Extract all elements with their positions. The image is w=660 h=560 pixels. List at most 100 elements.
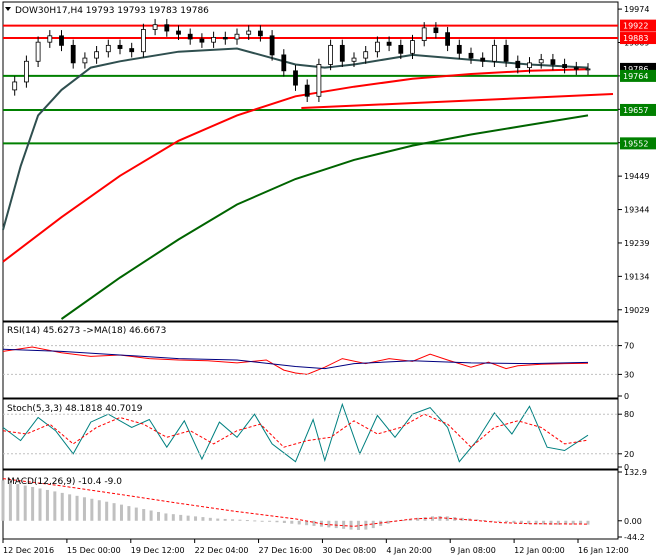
macd-histogram-bar <box>238 519 242 521</box>
macd-histogram-bar <box>579 520 583 525</box>
macd-histogram-bar <box>327 520 331 528</box>
macd-histogram-bar <box>430 516 434 521</box>
candle-body <box>82 57 88 64</box>
macd-histogram-bar <box>482 520 486 522</box>
macd-histogram-bar <box>342 520 346 529</box>
macd-histogram-bar <box>542 520 546 525</box>
macd-histogram-bar <box>527 520 531 525</box>
candle-body <box>515 60 521 69</box>
candle-body <box>328 44 334 65</box>
macd-histogram-bar <box>134 507 138 521</box>
price-label-box <box>620 137 656 150</box>
candle-body <box>257 30 263 37</box>
candle-body <box>573 67 579 70</box>
macd-histogram-bar <box>60 492 64 521</box>
candle-body <box>140 29 146 53</box>
macd-histogram-bar <box>97 500 101 521</box>
candle-body <box>281 54 287 72</box>
macd-histogram-bar <box>142 509 146 521</box>
macd-histogram-bar <box>268 520 272 522</box>
y-tick-label: -44.2 <box>624 533 645 542</box>
panel-frame <box>2 398 619 470</box>
macd-histogram-bar <box>127 506 131 521</box>
x-tick-label: 30 Dec 08:00 <box>322 546 376 555</box>
candle-body <box>129 48 135 53</box>
price-label-text: 19657 <box>623 106 648 115</box>
macd-histogram-bar <box>312 520 316 526</box>
candle-body <box>363 51 369 59</box>
indicator-line <box>2 402 589 463</box>
macd-histogram-bar <box>45 489 49 521</box>
macd-histogram-bar <box>445 516 449 521</box>
candle-body <box>538 59 544 64</box>
moving-average-line <box>2 68 589 263</box>
x-tick-label: 12 Dec 2016 <box>3 546 54 555</box>
macd-histogram-bar <box>401 520 405 522</box>
indicator-line <box>2 346 589 375</box>
candle-body <box>410 40 415 54</box>
candle-body <box>503 44 509 62</box>
macd-histogram-bar <box>282 520 286 523</box>
candle-body <box>293 70 298 86</box>
macd-panel-title: MACD(12,26,9) -10.4 -9.0 <box>7 477 122 487</box>
y-tick-label: 0 <box>624 463 629 472</box>
price-label-text: 19552 <box>623 139 648 148</box>
price-label-box <box>620 69 656 82</box>
price-label-box <box>620 62 656 75</box>
price-label-text: 19922 <box>623 22 648 31</box>
y-tick-label: 19134 <box>624 272 649 281</box>
moving-average-line <box>2 47 589 231</box>
macd-histogram-bar <box>186 515 190 521</box>
macd-histogram-bar <box>490 520 494 522</box>
x-tick-label: 12 Jan 00:00 <box>514 546 565 555</box>
macd-histogram-bar <box>564 520 568 525</box>
macd-histogram-bar <box>371 520 375 529</box>
macd-histogram-bar <box>208 517 212 521</box>
macd-histogram-bar <box>386 520 390 524</box>
macd-histogram-bar <box>519 520 523 524</box>
macd-histogram-bar <box>275 520 279 523</box>
y-tick-label: 132.9 <box>624 468 647 477</box>
macd-histogram-bar <box>38 488 42 521</box>
macd-histogram-bar <box>31 487 35 521</box>
price-label-box <box>620 32 656 45</box>
macd-histogram-bar <box>112 503 116 521</box>
candle-body <box>562 64 567 69</box>
y-tick-label: 19344 <box>624 206 649 215</box>
x-tick-label: 27 Dec 16:00 <box>259 546 313 555</box>
candle-body <box>211 37 217 43</box>
macd-histogram-bar <box>290 520 294 524</box>
candle-body <box>527 62 532 69</box>
price-label-text: 19786 <box>623 65 648 74</box>
macd-histogram-bar <box>82 497 86 521</box>
macd-signal-line <box>2 478 589 527</box>
moving-average-line <box>60 114 589 320</box>
candle-body <box>234 33 240 40</box>
candle-body <box>398 44 404 54</box>
y-tick-label: 30 <box>624 370 634 379</box>
macd-histogram-bar <box>23 485 27 521</box>
y-tick-label: 19239 <box>624 239 649 248</box>
macd-histogram-bar <box>16 484 20 521</box>
candle-body <box>12 81 18 91</box>
candle-body <box>176 30 181 35</box>
macd-histogram-bar <box>460 517 464 521</box>
y-tick-label: 20 <box>624 450 634 459</box>
trend-line <box>301 93 614 110</box>
candle-body <box>35 41 41 62</box>
macd-histogram-bar <box>157 511 161 521</box>
candle-body <box>386 41 392 46</box>
candle-body <box>456 44 462 54</box>
macd-histogram-bar <box>1 480 5 521</box>
dropdown-triangle-icon[interactable] <box>5 7 11 11</box>
x-tick-label: 15 Dec 00:00 <box>67 546 121 555</box>
candle-body <box>480 57 486 62</box>
macd-histogram-bar <box>416 517 420 521</box>
price-label-box <box>620 19 656 32</box>
candle-body <box>316 64 322 97</box>
candle-body <box>117 44 123 49</box>
macd-histogram-bar <box>8 482 12 521</box>
candle-body <box>246 30 252 35</box>
macd-histogram-bar <box>90 498 94 521</box>
